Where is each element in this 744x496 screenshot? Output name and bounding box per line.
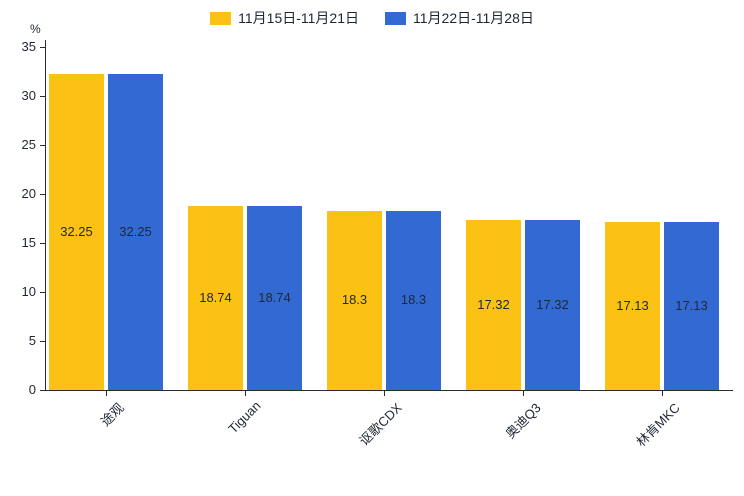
bar-value-label: 18.3	[400, 292, 427, 308]
y-tick-label: 20	[21, 186, 36, 201]
legend-item[interactable]: 11月15日-11月21日	[210, 8, 359, 28]
y-axis-unit-label: %	[30, 22, 41, 36]
legend: 11月15日-11月21日 11月22日-11月28日	[0, 8, 744, 28]
bar	[466, 220, 521, 390]
bar-value-label: 17.13	[675, 298, 708, 314]
x-tick	[245, 391, 246, 396]
bar	[188, 206, 243, 390]
y-tick-label: 10	[21, 284, 36, 299]
x-tick	[662, 391, 663, 396]
bar	[525, 220, 580, 390]
bar	[605, 222, 660, 390]
y-tick-label: 35	[21, 39, 36, 54]
x-tick-label: 林肯MKC	[633, 400, 683, 450]
bar-value-label: 17.32	[477, 297, 510, 313]
y-tick	[40, 194, 45, 195]
legend-swatch	[385, 11, 406, 25]
bar	[327, 210, 382, 390]
y-tick-label: 5	[28, 333, 36, 348]
bar	[49, 73, 104, 390]
bar-value-label: 17.13	[616, 298, 649, 314]
x-tick	[106, 391, 107, 396]
y-axis-line	[45, 40, 46, 390]
bar-value-label: 18.74	[199, 290, 232, 306]
y-tick-label: 0	[28, 382, 36, 397]
x-tick	[384, 391, 385, 396]
bar-value-label: 32.25	[119, 223, 152, 239]
y-tick-label: 30	[21, 88, 36, 103]
bar	[108, 73, 163, 390]
x-tick-label: 奥迪Q3	[502, 400, 544, 442]
y-tick	[40, 390, 45, 391]
x-tick-label: 讴歌CDX	[356, 400, 405, 449]
y-tick	[40, 145, 45, 146]
bar-value-label: 32.25	[60, 223, 93, 239]
bar	[386, 210, 441, 390]
bar-value-label: 18.3	[341, 292, 368, 308]
y-tick-label: 25	[21, 137, 36, 152]
bar	[247, 206, 302, 390]
bar-value-label: 18.74	[258, 290, 291, 306]
bar	[664, 222, 719, 390]
legend-swatch	[210, 11, 232, 25]
x-tick-label: Tiguan	[225, 398, 264, 437]
x-tick	[523, 391, 524, 396]
x-tick-label: 途观	[97, 400, 127, 430]
legend-label: 11月22日-11月28日	[413, 10, 534, 26]
y-tick	[40, 341, 45, 342]
y-tick	[40, 292, 45, 293]
y-tick	[40, 243, 45, 244]
x-axis-line	[45, 390, 733, 391]
y-tick-label: 15	[21, 235, 36, 250]
legend-item[interactable]: 11月22日-11月28日	[385, 8, 534, 28]
y-tick	[40, 47, 45, 48]
legend-label: 11月15日-11月21日	[238, 10, 359, 26]
y-tick	[40, 96, 45, 97]
bar-value-label: 17.32	[536, 297, 569, 313]
